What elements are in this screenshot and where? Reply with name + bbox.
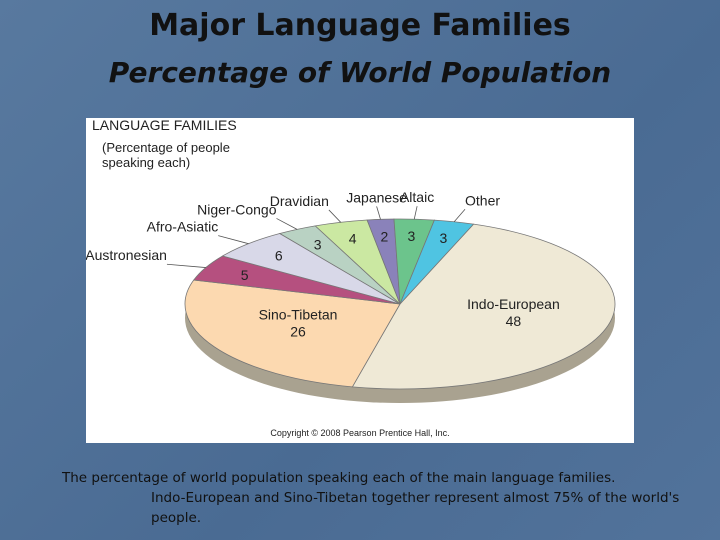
slice-label: Austronesian [86, 247, 167, 263]
chart-title: LANGUAGE FAMILIES [92, 118, 237, 133]
slice-label: Dravidian [270, 193, 329, 209]
leader-line [328, 209, 342, 223]
copyright: Copyright © 2008 Pearson Prentice Hall, … [270, 428, 449, 438]
leader-line [453, 209, 466, 223]
pie-slice [399, 219, 475, 305]
caption-line: Indo-European and Sino-Tibetan together … [151, 490, 680, 526]
slice-value: 6 [275, 248, 283, 264]
leader-line [413, 206, 418, 220]
slice-label: Indo-European [467, 296, 560, 312]
slice-value: 26 [290, 324, 306, 340]
slice-label: Altaic [400, 189, 434, 205]
pie-slice [184, 279, 401, 388]
slice-value: 2 [381, 228, 389, 244]
slice-value: 5 [241, 267, 249, 283]
slide-title: Major Language Families [149, 8, 571, 43]
slice-value: 3 [314, 236, 322, 252]
chart-subtitle-box: (Percentage of people speaking each) [102, 140, 230, 170]
slice-value: 3 [439, 230, 447, 246]
leader-line [376, 206, 381, 220]
leader-line [166, 263, 206, 268]
slice-label: Afro-Asiatic [147, 219, 219, 235]
slice-label: Niger-Congo [197, 201, 277, 217]
slice-value: 3 [408, 228, 416, 244]
caption-line: The percentage of world population speak… [62, 470, 616, 486]
slice-label: Japanese [346, 189, 407, 205]
slice-value: 4 [349, 231, 357, 247]
pie-slice [351, 223, 616, 390]
slice-value: 48 [506, 313, 522, 329]
leader-line [218, 235, 249, 245]
slice-label: Sino-Tibetan [259, 307, 338, 323]
chart: LANGUAGE FAMILIES (Percentage of people … [86, 118, 634, 443]
caption: The percentage of world population speak… [62, 468, 682, 528]
chart-subtitle: (Percentage of people speaking each) [102, 140, 230, 170]
slice-label: Other [465, 192, 500, 208]
slide-subtitle: Percentage of World Population [108, 56, 612, 89]
leader-line [276, 218, 298, 230]
